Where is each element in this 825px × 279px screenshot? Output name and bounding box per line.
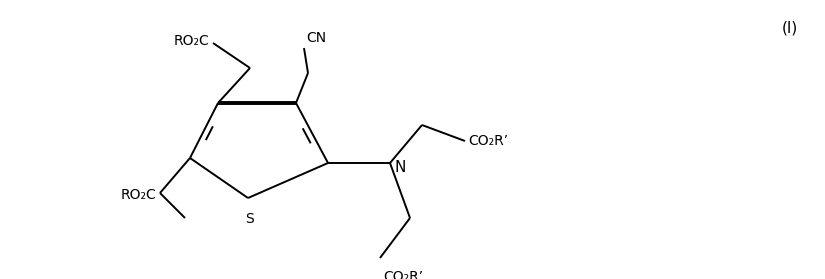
Text: RO₂C: RO₂C (120, 188, 156, 202)
Text: CO₂R’: CO₂R’ (468, 134, 508, 148)
Text: CO₂R’: CO₂R’ (383, 270, 423, 279)
Text: N: N (394, 160, 405, 174)
Text: CN: CN (306, 31, 326, 45)
Text: (I): (I) (782, 20, 798, 35)
Text: S: S (246, 212, 254, 226)
Text: RO₂C: RO₂C (173, 34, 209, 48)
